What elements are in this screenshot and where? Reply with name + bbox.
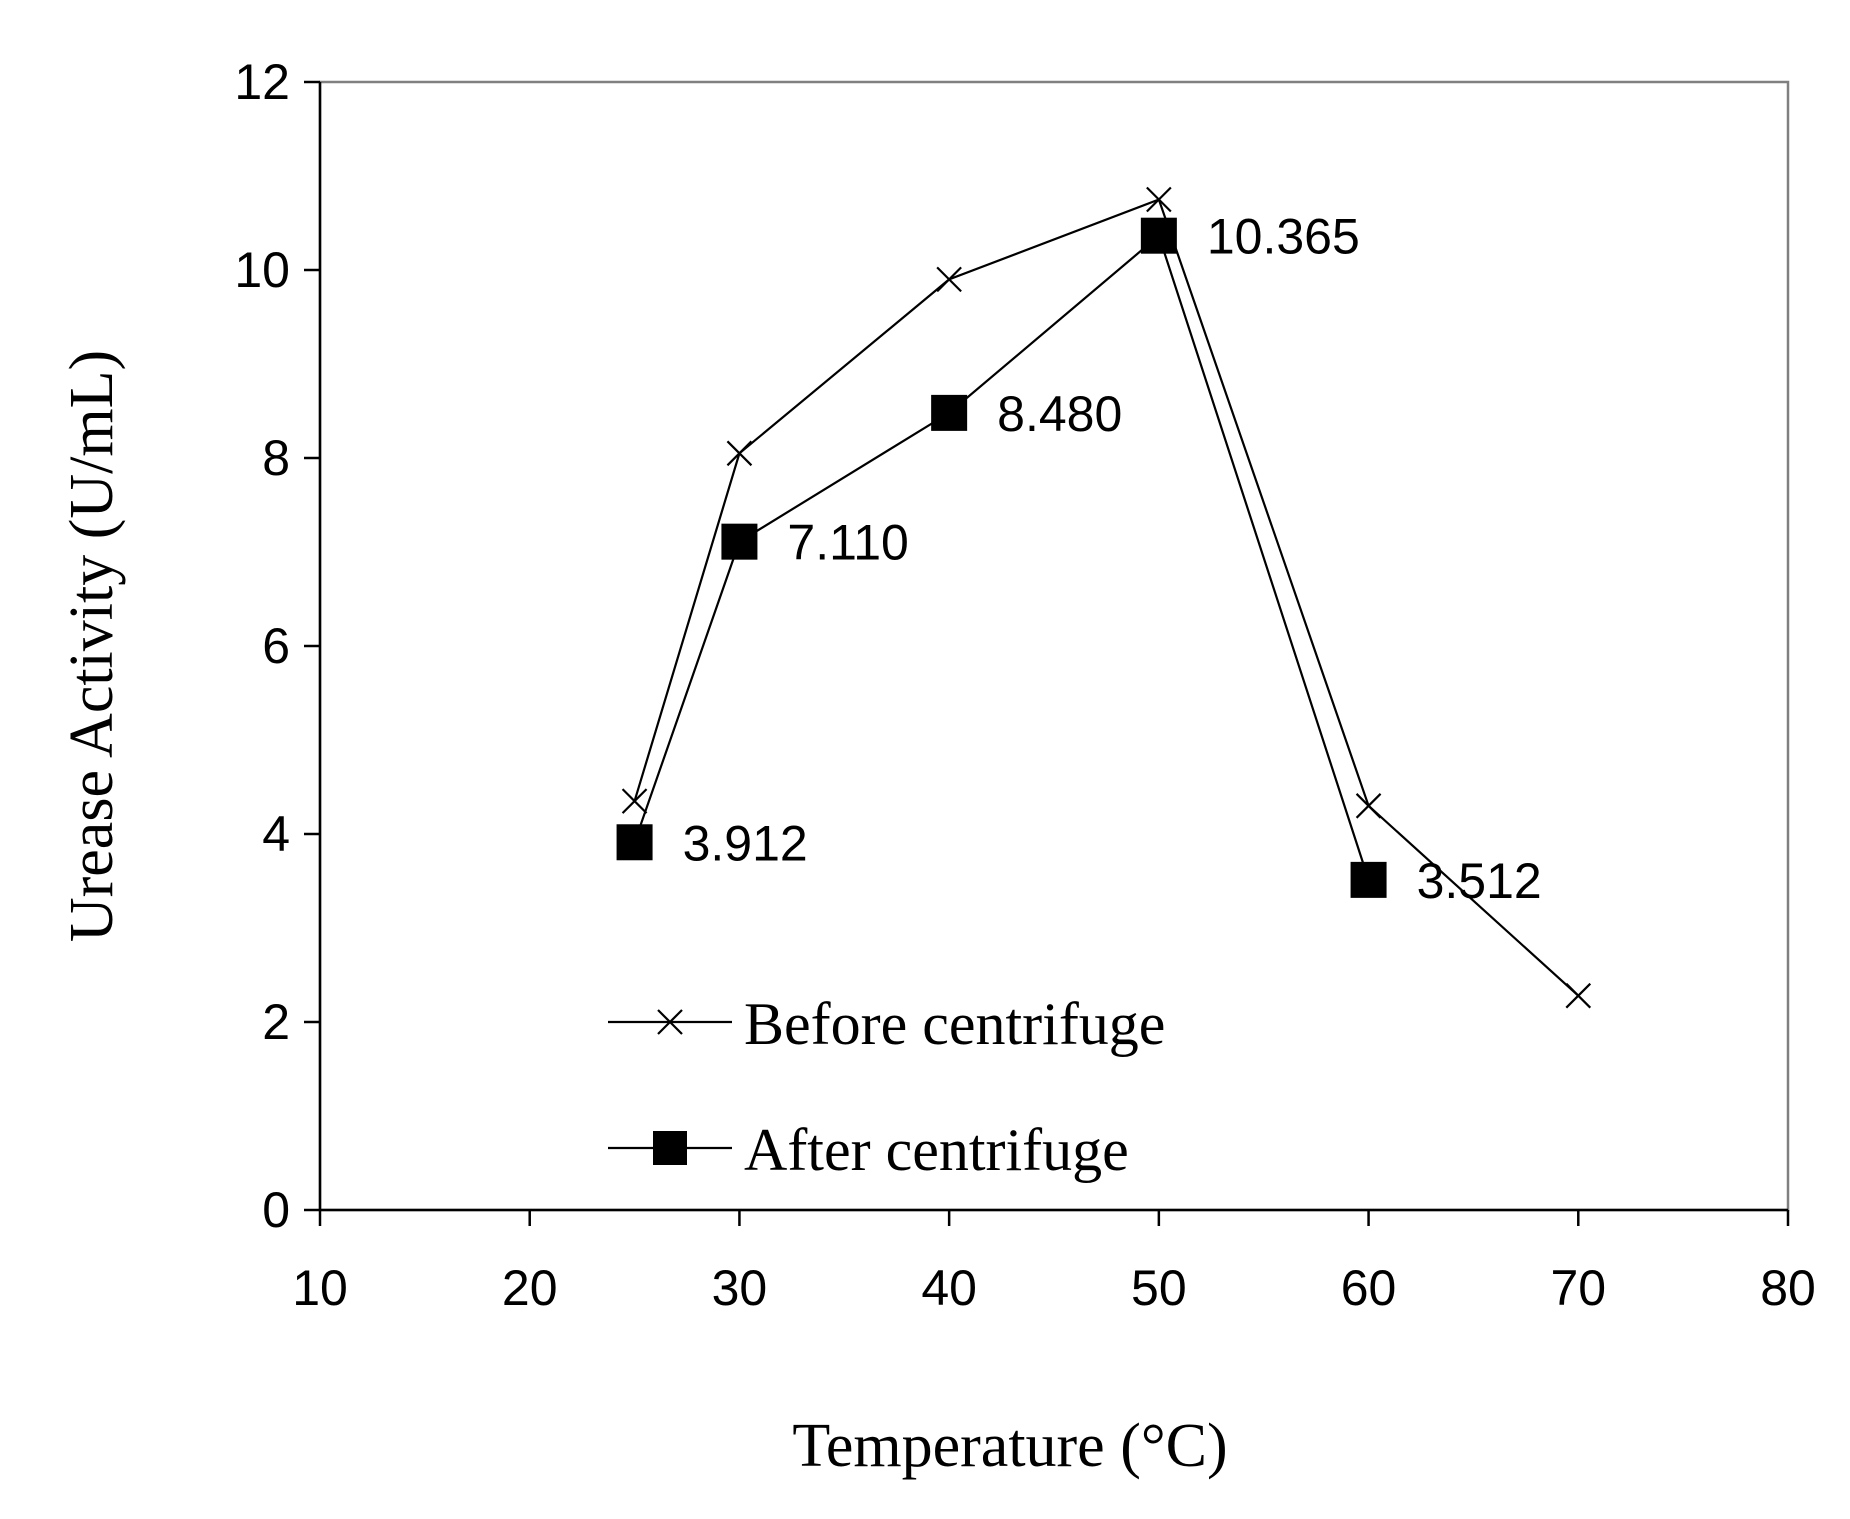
legend-marker-2 — [653, 1131, 687, 1165]
y-axis: 0 2 4 6 8 10 12 — [234, 54, 322, 1238]
series-2-point-4 — [1140, 217, 1177, 254]
data-label-5: 3.512 — [1417, 853, 1542, 909]
legend-marker-1 — [657, 1009, 683, 1035]
data-label-1: 3.912 — [683, 815, 808, 871]
legend-label-2: After centrifuge — [744, 1117, 1129, 1183]
y-tick-label-6: 6 — [262, 618, 290, 674]
legend: Before centrifuge After centrifuge — [608, 991, 1165, 1183]
legend-marker-1-stroke-b — [657, 1009, 683, 1035]
series-1-point-2 — [726, 440, 753, 467]
series-1-point-3-stroke-b — [936, 266, 962, 293]
x-tick-label-40: 40 — [921, 1260, 977, 1316]
data-label-2: 7.110 — [787, 515, 908, 571]
series-1-point-4-stroke-b — [1146, 186, 1172, 213]
y-axis-title: Urease Activity (U/mL) — [58, 350, 126, 942]
x-tick-label-70: 70 — [1550, 1260, 1606, 1316]
series-1-point-1-stroke-b — [621, 788, 648, 814]
series-2-point-5 — [1350, 861, 1387, 898]
legend-label-1: Before centrifuge — [744, 991, 1165, 1057]
series-1-point-5-stroke-b — [1355, 793, 1382, 819]
y-tick-label-0: 0 — [262, 1182, 290, 1238]
x-tick-label-20: 20 — [502, 1260, 558, 1316]
x-tick-label-30: 30 — [712, 1260, 768, 1316]
series-1-point-4 — [1146, 186, 1172, 213]
series-2 — [616, 217, 1387, 898]
series-1 — [621, 186, 1592, 1009]
series-1-line — [633, 198, 1580, 997]
series-1-point-6-stroke-b — [1565, 982, 1592, 1009]
x-tick-label-60: 60 — [1341, 1260, 1397, 1316]
series-2-point-1 — [616, 824, 653, 861]
x-tick-label-10: 10 — [292, 1260, 348, 1316]
series-1-point-3 — [936, 266, 962, 293]
y-tick-label-10: 10 — [234, 242, 290, 298]
legend-item-1: Before centrifuge — [608, 991, 1165, 1057]
y-tick-label-8: 8 — [262, 430, 290, 486]
series-1-point-6 — [1565, 982, 1592, 1009]
y-tick-label-4: 4 — [262, 806, 290, 862]
x-axis-title: Temperature (°C) — [792, 1412, 1227, 1480]
series-1-point-5 — [1355, 793, 1382, 819]
series-1-point-2-stroke-b — [726, 440, 753, 467]
data-label-4: 10.365 — [1207, 209, 1360, 265]
x-tick-label-80: 80 — [1760, 1260, 1816, 1316]
data-label-3: 8.480 — [997, 386, 1122, 442]
series-2-point-3 — [931, 394, 968, 431]
y-tick-label-12: 12 — [234, 54, 290, 110]
series-2-point-2 — [721, 523, 758, 560]
data-labels: 3.912 7.110 8.480 10.365 3.512 — [683, 209, 1542, 909]
x-tick-label-50: 50 — [1131, 1260, 1187, 1316]
x-axis: 10 20 30 40 50 60 70 80 — [292, 1208, 1816, 1316]
legend-item-2: After centrifuge — [608, 1117, 1129, 1183]
series-1-point-1 — [621, 788, 648, 814]
series-layer — [616, 186, 1592, 1009]
y-tick-label-2: 2 — [262, 994, 290, 1050]
